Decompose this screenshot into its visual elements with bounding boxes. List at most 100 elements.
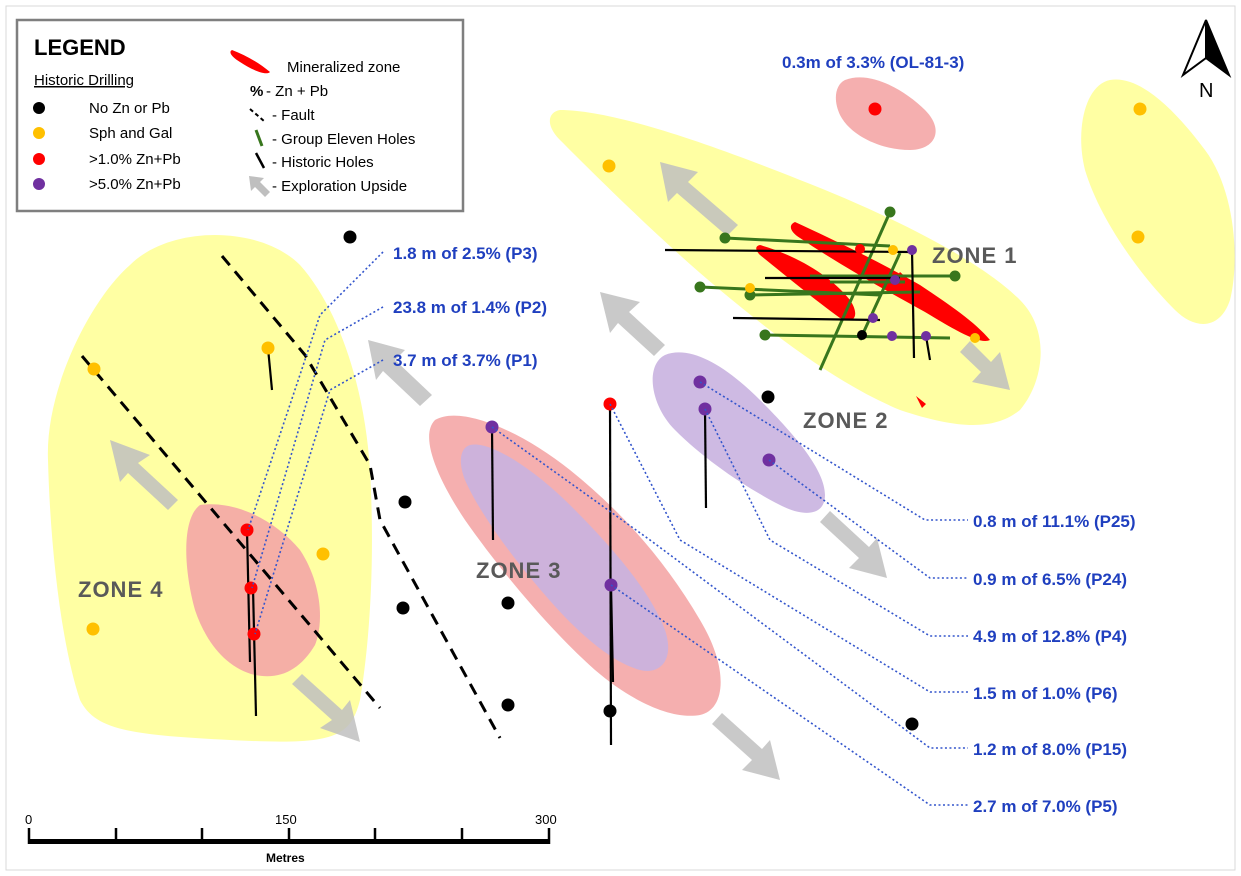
- legend-pct-symbol: %: [250, 83, 263, 100]
- upside-arrow: [712, 713, 780, 780]
- fault-line: [80, 355, 382, 709]
- legend-dot-red: [33, 153, 45, 165]
- legend-item-sph-gal: Sph and Gal: [89, 125, 172, 142]
- purple-area-zone3: [460, 444, 669, 671]
- collar-gt1-zn-pb: [247, 627, 261, 641]
- annotation-p25: 0.8 m of 11.1% (P25): [973, 512, 1136, 531]
- legend-dot-yellow: [33, 127, 45, 139]
- legend-mineralized-label: Mineralized zone: [287, 59, 400, 76]
- leader-lines: [247, 251, 968, 806]
- collar-sph-gal: [316, 547, 330, 561]
- collar-gt5-zn-pb: [890, 275, 900, 285]
- legend-subtitle: Historic Drilling: [34, 72, 134, 89]
- collar-no-zn-pb: [501, 596, 515, 610]
- collar-gt1-zn-pb: [868, 102, 882, 116]
- collar-no-zn-pb: [501, 698, 515, 712]
- collar-sph-gal: [745, 283, 755, 293]
- legend-box: [15, 18, 465, 213]
- zone-2-label: ZONE 2: [803, 408, 888, 433]
- scale-tick-150: 150: [275, 812, 297, 827]
- pink-area-ol81: [835, 77, 936, 150]
- scale-unit: Metres: [266, 851, 305, 865]
- annotation-ol81: 0.3m of 3.3% (OL-81-3): [782, 53, 964, 72]
- collar-sph-gal: [1131, 230, 1145, 244]
- scale-tick-0: 0: [25, 812, 32, 827]
- historic-holes: [245, 248, 932, 746]
- collar-gt5-zn-pb: [887, 331, 897, 341]
- legend-title: LEGEND: [34, 35, 126, 60]
- legend-item-no-zn-pb: No Zn or Pb: [89, 100, 170, 117]
- collar-no-zn-pb: [398, 495, 412, 509]
- fault-line: [220, 255, 502, 739]
- annotation-p24: 0.9 m of 6.5% (P24): [973, 570, 1127, 589]
- collar-gt5-zn-pb: [868, 313, 878, 323]
- upside-arrow: [600, 292, 665, 356]
- purple-area-zone2: [652, 352, 825, 513]
- collar-gt5-zn-pb: [921, 331, 931, 341]
- collars-black: [343, 230, 919, 731]
- north-label: N: [1199, 80, 1213, 102]
- scale-tick-300: 300: [535, 812, 557, 827]
- mineralized-zone: [756, 245, 856, 321]
- collar-no-zn-pb: [857, 330, 867, 340]
- annotation-p2: 23.8 m of 1.4% (P2): [393, 298, 547, 317]
- collar-gt1-zn-pb: [240, 523, 254, 537]
- collar-no-zn-pb: [396, 601, 410, 615]
- collar-sph-gal: [888, 245, 898, 255]
- legend-fault-icon: [249, 108, 265, 122]
- collar-sph-gal: [1133, 102, 1147, 116]
- collar-no-zn-pb: [761, 390, 775, 404]
- collar-gt1-zn-pb: [244, 581, 258, 595]
- map-frame: [5, 5, 1236, 871]
- collar-sph-gal: [86, 622, 100, 636]
- collar-no-zn-pb: [905, 717, 919, 731]
- legend-upside-icon: [249, 176, 270, 197]
- annotation-p4: 4.9 m of 12.8% (P4): [973, 627, 1127, 646]
- annotation-p6: 1.5 m of 1.0% (P6): [973, 684, 1118, 703]
- upside-arrow: [292, 674, 360, 742]
- collar-sph-gal: [602, 159, 616, 173]
- upside-arrow: [660, 162, 738, 236]
- upside-arrow: [820, 511, 887, 578]
- collar-no-zn-pb: [603, 704, 617, 718]
- mineralized-zone: [898, 272, 965, 331]
- legend-fault-label: - Fault: [272, 107, 315, 124]
- legend-item-gt5: >5.0% Zn+Pb: [89, 176, 181, 193]
- legend-dot-purple: [33, 178, 45, 190]
- legend-pct-label: - Zn + Pb: [266, 83, 328, 100]
- north-arrow-icon: [1180, 19, 1207, 78]
- legend-dot-black: [33, 102, 45, 114]
- legend-upside-label: - Exploration Upside: [272, 178, 407, 195]
- collars-yellow: [86, 102, 1147, 636]
- annotation-p1: 3.7 m of 3.7% (P1): [393, 351, 538, 370]
- annotation-p3: 1.8 m of 2.5% (P3): [393, 244, 538, 263]
- yellow-area-northeast: [1081, 79, 1235, 324]
- exploration-arrows: [110, 162, 1010, 780]
- faults: [80, 255, 502, 739]
- zone-4-label: ZONE 4: [78, 577, 163, 602]
- legend-group-eleven-icon: [254, 129, 264, 147]
- upside-arrow: [368, 340, 432, 406]
- annotation-p15: 1.2 m of 8.0% (P15): [973, 740, 1127, 759]
- legend: LEGEND Historic Drilling No Zn or Pb Sph…: [15, 18, 465, 213]
- collar: [719, 232, 731, 244]
- upside-arrow: [960, 341, 1010, 390]
- annotation-p5: 2.7 m of 7.0% (P5): [973, 797, 1118, 816]
- legend-historic-icon: [254, 152, 266, 169]
- scale-bar: 0 150 300 Metres: [25, 812, 557, 865]
- legend-mineralized-icon: [230, 50, 270, 74]
- north-arrow: N: [1180, 19, 1232, 102]
- collar-gt5-zn-pb: [907, 245, 917, 255]
- zone-3-label: ZONE 3: [476, 558, 561, 583]
- legend-item-gt1: >1.0% Zn+Pb: [89, 151, 181, 168]
- legend-historic-label: - Historic Holes: [272, 154, 374, 171]
- zone-1-label: ZONE 1: [932, 243, 1017, 268]
- upside-arrow: [110, 440, 178, 510]
- collar-gt1-zn-pb: [855, 244, 865, 254]
- collar-sph-gal: [261, 341, 275, 355]
- yellow-area-zone4: [47, 235, 372, 742]
- collar-sph-gal: [87, 362, 101, 376]
- collar-no-zn-pb: [343, 230, 357, 244]
- mineralized-zone: [916, 396, 926, 408]
